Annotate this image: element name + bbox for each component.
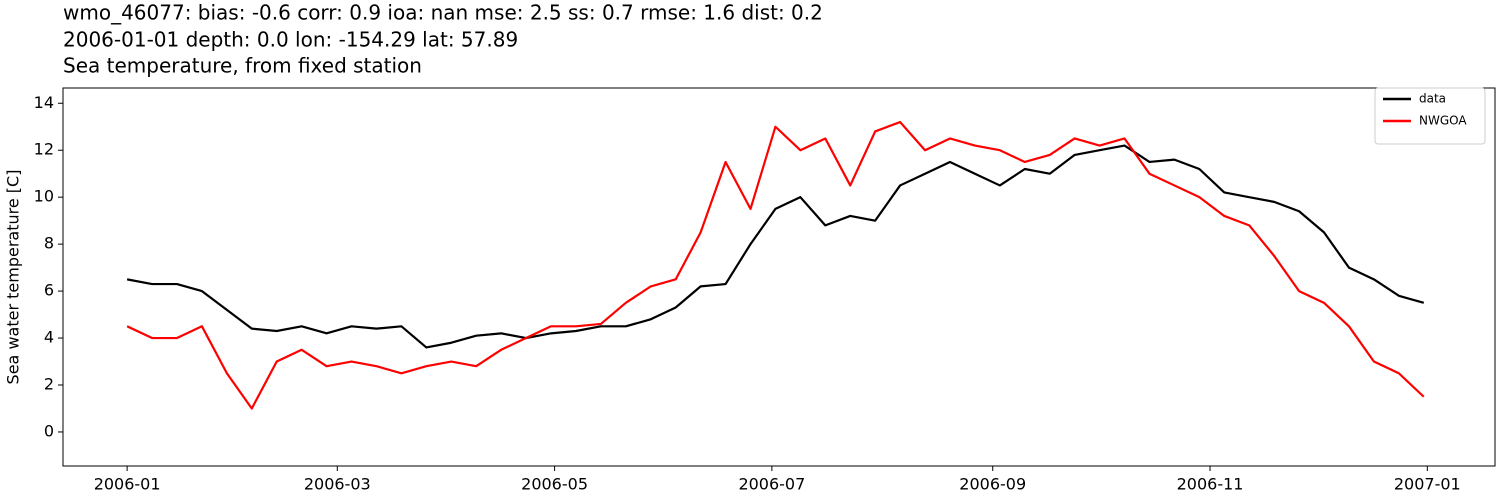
chart-title: wmo_46077: bias: -0.6 corr: 0.9 ioa: nan… [63,1,823,25]
series-line [126,120,1425,410]
y-axis-label: Sea water temperature [C] [4,170,23,385]
y-tick-label: 8 [44,234,54,253]
plot-frame [62,87,1496,467]
x-tick-label: 2006-03 [304,475,371,494]
y-tick-label: 14 [34,93,54,112]
x-tick-label: 2006-09 [959,475,1026,494]
x-tick-label: 2006-11 [1177,475,1244,494]
y-tick-label: 2 [44,375,54,394]
legend-label: data [1419,92,1446,106]
chart-description: Sea temperature, from fixed station [63,54,422,78]
legend-label: NWGOA [1419,114,1467,128]
chart-subtitle: 2006-01-01 depth: 0.0 lon: -154.29 lat: … [63,28,518,52]
y-tick-label: 10 [34,187,54,206]
y-tick-label: 12 [34,140,54,159]
legend-box [1374,87,1486,145]
x-tick-label: 2006-05 [521,475,588,494]
x-tick-label: 2006-01 [94,475,161,494]
y-tick-label: 6 [44,281,54,300]
x-tick-label: 2006-07 [738,475,805,494]
series-line [126,144,1425,349]
y-tick-label: 4 [44,328,54,347]
y-tick-label: 0 [44,421,54,440]
x-tick-label: 2007-01 [1394,475,1461,494]
